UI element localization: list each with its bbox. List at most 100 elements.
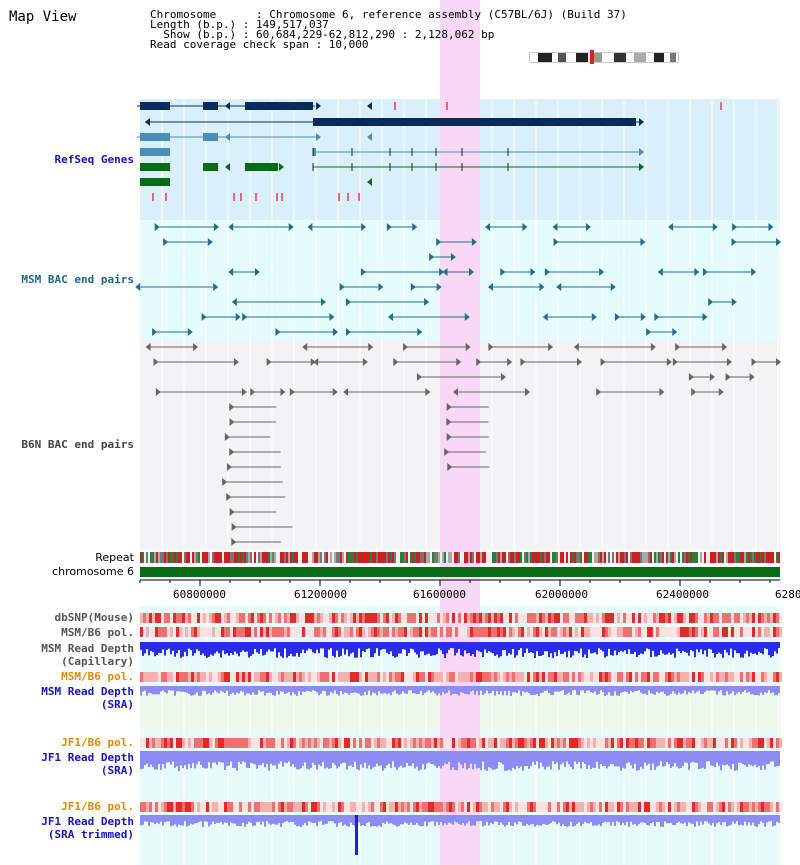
track-label-b6n-bac[interactable]: B6N BAC end pairs [21, 438, 134, 451]
read-depth-bar [190, 815, 192, 824]
repeat-segment [428, 552, 430, 563]
read-depth-bar [618, 751, 620, 767]
polymorphism-cell [524, 802, 527, 812]
track-label-jf1-b6-pol-1[interactable]: JF1/B6 pol. [61, 736, 134, 749]
track-label-jf1-depth-trimmed[interactable]: JF1 Read Depth [41, 815, 134, 828]
polymorphism-cell [659, 738, 662, 748]
read-depth-bar [332, 751, 334, 763]
polymorphism-cell [503, 672, 506, 682]
polymorphism-cell [347, 738, 350, 748]
track-label-msm-depth-capillary[interactable]: MSM Read Depth [41, 642, 134, 655]
repeat-segment [312, 552, 314, 563]
polymorphism-cell [575, 613, 578, 623]
read-depth-bar [566, 751, 568, 762]
polymorphism-cell [416, 738, 419, 748]
polymorphism-cell [749, 672, 752, 682]
read-depth-bar [160, 751, 162, 770]
polymorphism-cell [608, 613, 611, 623]
read-depth-bar [530, 815, 532, 825]
polymorphism-cell [605, 613, 608, 623]
read-depth-bar [736, 686, 738, 694]
arrow-head [573, 343, 579, 351]
polymorphism-cell [605, 738, 608, 748]
snp-mark [338, 193, 340, 201]
arrow-head [313, 358, 319, 366]
read-depth-bar [218, 815, 220, 823]
repeat-segment [346, 552, 348, 563]
track-label-jf1-b6-pol-2[interactable]: JF1/B6 pol. [61, 800, 134, 813]
polymorphism-cell [620, 672, 623, 682]
polymorphism-cell [575, 672, 578, 682]
arrow-head [596, 388, 602, 396]
track-label-msm-b6-pol-2[interactable]: MSM/B6 pol. [61, 670, 134, 683]
repeat-segment [486, 552, 488, 563]
polymorphism-cell [152, 613, 155, 623]
repeat-segment [398, 552, 400, 563]
polymorphism-cell [419, 613, 422, 623]
track-label-dbsnp[interactable]: dbSNP(Mouse) [54, 611, 134, 624]
read-depth-bar [754, 815, 756, 827]
repeat-segment [266, 552, 268, 563]
polymorphism-cell [428, 738, 431, 748]
polymorphism-cell [221, 802, 224, 812]
repeat-segment [690, 552, 692, 563]
polymorphism-cell [377, 613, 380, 623]
repeat-segment [274, 552, 276, 563]
polymorphism-cell [473, 802, 476, 812]
polymorphism-cell [431, 738, 434, 748]
read-depth-bar [728, 751, 730, 767]
read-depth-bar [524, 642, 526, 653]
polymorphism-cell [602, 613, 605, 623]
polymorphism-cell [242, 627, 245, 637]
ideogram-band [626, 53, 634, 62]
polymorphism-cell [320, 738, 323, 748]
read-depth-bar [492, 751, 494, 770]
arrow-head [639, 118, 644, 126]
repeat-segment [178, 552, 180, 563]
polymorphism-cell [155, 627, 158, 637]
polymorphism-cell [674, 738, 677, 748]
repeat-segment [750, 552, 752, 563]
read-depth-bar [544, 686, 546, 691]
snp-mark [255, 193, 257, 201]
read-depth-bar [652, 642, 654, 651]
polymorphism-cell [293, 613, 296, 623]
polymorphism-cell [200, 672, 203, 682]
read-depth-bar [580, 686, 582, 691]
repeat-segment [392, 552, 394, 563]
read-depth-bar [558, 642, 560, 650]
polymorphism-cell [545, 738, 548, 748]
read-depth-bar [754, 642, 756, 654]
track-label-msm-bac[interactable]: MSM BAC end pairs [21, 273, 134, 286]
arrow-head [731, 298, 737, 306]
repeat-segment [574, 552, 576, 563]
polymorphism-cell [479, 627, 482, 637]
read-depth-bar [730, 751, 732, 769]
ideogram-band [676, 53, 678, 62]
repeat-segment [632, 552, 634, 563]
ideogram-position-marker [590, 50, 594, 64]
read-depth-bar [182, 642, 184, 657]
read-depth-bar [510, 815, 512, 826]
read-depth-bar [408, 815, 410, 825]
info-length: Length (b.p.) : 149,517,037 [150, 18, 329, 31]
read-depth-bar [488, 751, 490, 768]
read-depth-bar [304, 815, 306, 824]
polymorphism-cell [704, 672, 707, 682]
read-depth-bar [448, 642, 450, 650]
read-depth-bar [690, 815, 692, 824]
track-label-refseq[interactable]: RefSeq Genes [54, 153, 134, 166]
polymorphism-cell [482, 672, 485, 682]
read-depth-bar [752, 751, 754, 767]
read-depth-bar [246, 751, 248, 768]
track-label-jf1-depth-sra[interactable]: JF1 Read Depth [41, 751, 134, 764]
read-depth-bar [470, 642, 472, 656]
polymorphism-cell [152, 627, 155, 637]
polymorphism-cell [608, 802, 611, 812]
track-label-msm-depth-sra[interactable]: MSM Read Depth [41, 685, 134, 698]
repeat-segment [624, 552, 626, 563]
polymorphism-cell [350, 613, 353, 623]
track-label-msm-b6-pol-1[interactable]: MSM/B6 pol. [61, 626, 134, 639]
read-depth-bar [690, 751, 692, 763]
